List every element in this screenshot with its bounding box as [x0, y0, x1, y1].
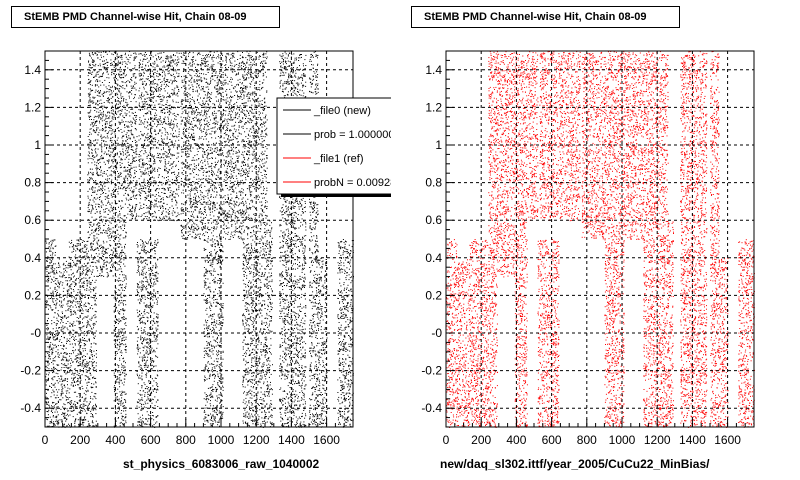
hit-band-1-7	[527, 51, 539, 221]
chart-title-right: StEMB PMD Channel-wise Hit, Chain 08-09	[411, 6, 680, 28]
y-tick-label: 0.8	[425, 176, 442, 190]
x-tick-label: 800	[577, 433, 597, 447]
y-tick-label: 1	[435, 138, 442, 152]
y-tick-label: -0.4	[421, 401, 442, 415]
x-tick-label: 0	[443, 433, 450, 447]
legend: _file0 (new) prob = 1.000000 _file1 (ref) p…	[276, 97, 402, 197]
hit-band-0-15	[266, 220, 273, 428]
grid-1	[446, 51, 754, 427]
hit-band-1-16	[680, 51, 708, 428]
x-tick-label: 1000	[609, 433, 636, 447]
chart-title-left: StEMB PMD Channel-wise Hit, Chain 08-09	[11, 6, 280, 28]
hit-band-1-15	[667, 221, 674, 428]
legend-label-1: prob = 1.000000	[314, 129, 394, 141]
y-tick-label: -0	[431, 326, 442, 340]
x-axis-label-right: new/daq_sl302.ittf/year_2005/CuCu22_MinB…	[440, 457, 709, 471]
hit-band-1-14	[643, 51, 669, 428]
x-tick-label: 400	[105, 433, 125, 447]
legend-label-0: _file0 (new)	[313, 105, 371, 117]
x-tick-label: 1400	[679, 433, 706, 447]
x-tick-label: 200	[471, 433, 491, 447]
x-tick-label: 1200	[243, 433, 270, 447]
hit-band-1-8	[537, 239, 560, 428]
y-tick-label: -0.2	[421, 364, 442, 378]
hit-band-1-2	[468, 239, 490, 427]
hit-band-1-13	[623, 52, 645, 240]
x-axis-label-left: st_physics_6083006_raw_1040002	[123, 457, 319, 471]
x-tick-label: 200	[70, 433, 90, 447]
legend-box: _file0 (new) prob = 1.000000 _file1 (ref) p…	[276, 97, 402, 197]
x-tick-label: 1600	[313, 433, 340, 447]
hit-band-0-6	[118, 52, 127, 427]
hit-band-1-10	[565, 51, 581, 222]
x-tick-label: 400	[506, 433, 526, 447]
hit-band-1-4	[497, 51, 516, 278]
hit-band-1-1	[456, 259, 470, 428]
y-tick-label: 1	[34, 138, 41, 152]
hit-band-0-3	[87, 52, 97, 427]
y-tick-label: 0.4	[425, 251, 442, 265]
y-tick-label: 1.4	[24, 63, 41, 77]
y-tick-label: -0	[30, 326, 41, 340]
x-tick-label: 0	[42, 433, 49, 447]
y-tick-label: 0.2	[24, 288, 41, 302]
hit-band-1-19	[738, 239, 755, 428]
hit-band-1-6	[519, 54, 528, 428]
x-tick-label: 1400	[278, 433, 305, 447]
y-tick-label: 0.8	[24, 176, 41, 190]
legend-label-2: _file1 (ref)	[313, 153, 364, 165]
x-tick-label: 600	[141, 433, 161, 447]
legend-label-3: probN = 0.009281	[314, 177, 402, 189]
y-tick-label: 0.6	[24, 213, 41, 227]
x-tick-label: 600	[542, 433, 562, 447]
y-tick-label: 1.4	[425, 63, 442, 77]
y-tick-label: 0.4	[24, 251, 41, 265]
hit-band-0-9	[138, 51, 166, 222]
y-tick-label: 0.6	[425, 213, 442, 227]
y-tick-label: -0.2	[20, 364, 41, 378]
hit-band-0-18	[317, 257, 328, 428]
hit-band-1-9	[539, 51, 567, 221]
hit-band-0-4	[96, 51, 115, 278]
y-tick-label: -0.4	[20, 401, 41, 415]
hit-band-1-11	[581, 51, 606, 240]
hit-band-0-13	[222, 51, 244, 240]
x-tick-label: 800	[176, 433, 196, 447]
plot-area-1	[446, 51, 754, 427]
hit-band-0-1	[55, 258, 69, 428]
hit-band-1-12	[604, 51, 625, 428]
plot-right: 0 200 400 600 800 1000 1200 1400 1600 -0.4 -0.2 -0 0…	[421, 50, 755, 447]
hit-band-1-3	[488, 51, 498, 428]
y-tick-label: 0.2	[425, 288, 442, 302]
scatter-points-1	[446, 51, 755, 428]
hit-band-0-11	[180, 51, 205, 240]
y-tick-label: 1.2	[425, 100, 442, 114]
x-tick-label: 1000	[208, 433, 235, 447]
x-tick-label: 1200	[644, 433, 671, 447]
x-tick-label: 1600	[714, 433, 741, 447]
hit-band-0-8	[136, 239, 159, 428]
y-tick-label: 1.2	[24, 100, 41, 114]
hit-band-0-14	[242, 51, 268, 428]
